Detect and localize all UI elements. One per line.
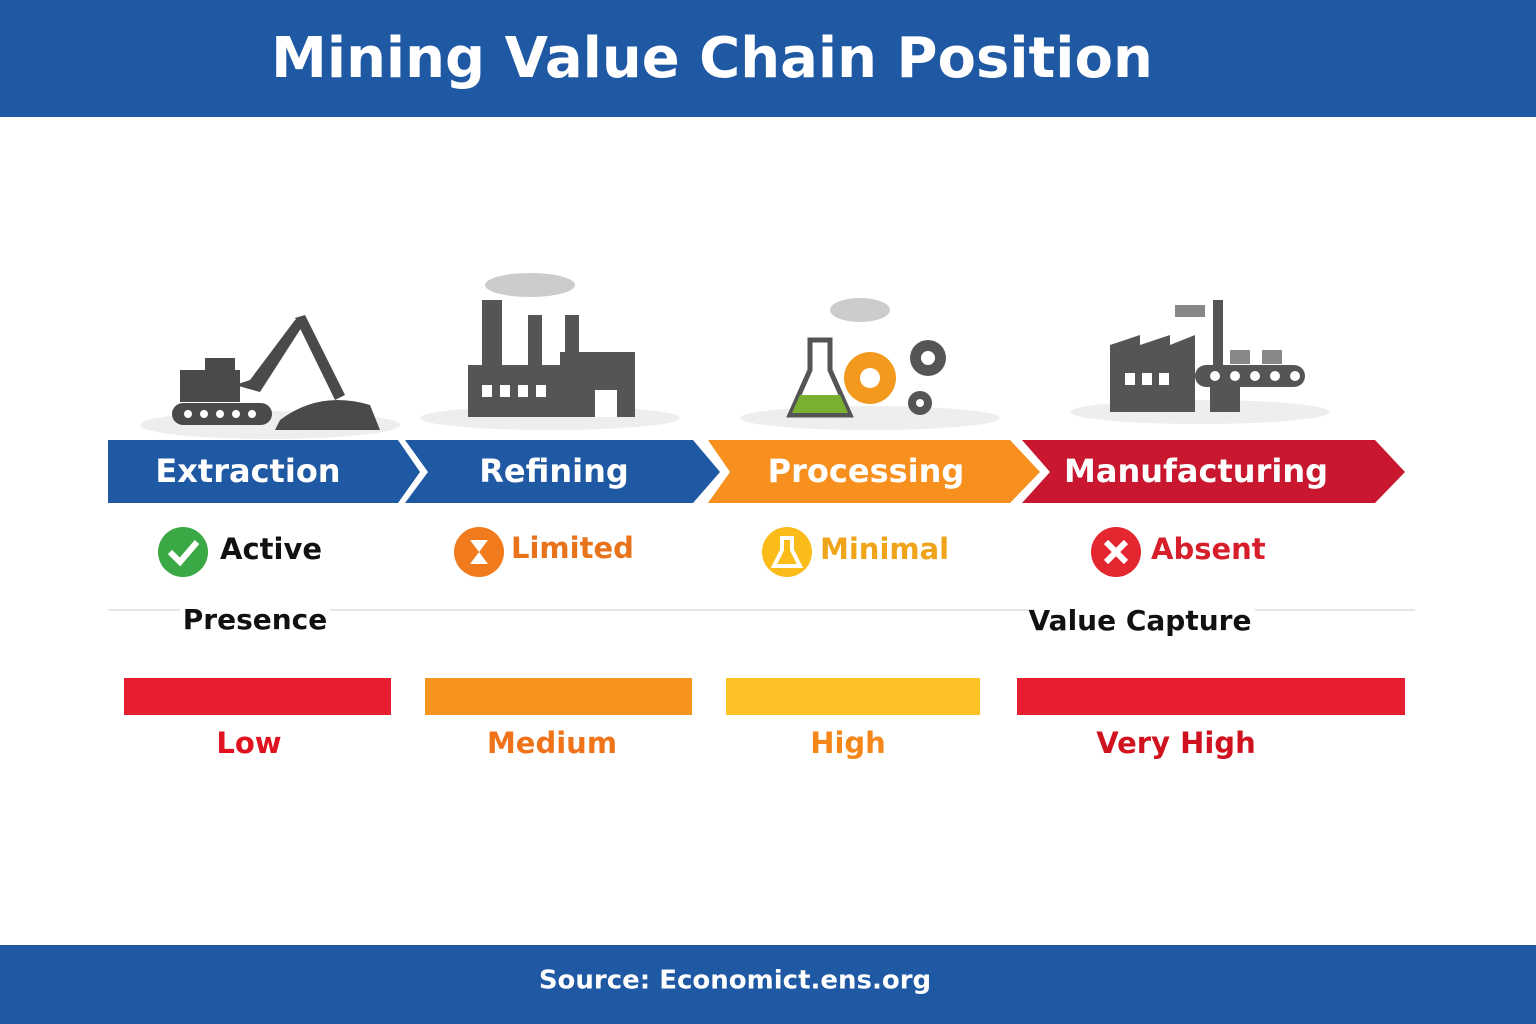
excavator-icon xyxy=(140,315,400,439)
manufacturing-icon xyxy=(1070,300,1330,424)
status: Active xyxy=(220,532,322,566)
label-bg xyxy=(180,598,330,638)
status-icon xyxy=(1103,539,1129,565)
footer-band xyxy=(0,945,1536,1024)
row-label: Presence xyxy=(183,603,328,636)
stage-name: Extraction xyxy=(155,452,340,490)
status: Limited xyxy=(511,531,634,565)
stage-name: Processing xyxy=(768,452,965,490)
stage-arrow xyxy=(708,440,1040,503)
level: High xyxy=(810,726,886,760)
stage-arrow xyxy=(1022,440,1405,503)
title: Mining Value Chain Position xyxy=(271,26,1153,91)
row-label: Value Capture xyxy=(1029,604,1252,637)
stage-name: Manufacturing xyxy=(1064,452,1328,490)
status-icon xyxy=(470,540,488,564)
status-icon xyxy=(158,527,208,577)
label-bg xyxy=(1035,598,1255,638)
level-bar xyxy=(726,678,980,715)
stage-name: Refining xyxy=(479,452,629,490)
refinery-icon xyxy=(420,273,680,430)
header-band xyxy=(0,0,1536,117)
level: Very High xyxy=(1096,726,1255,760)
level-bar xyxy=(1017,678,1405,715)
status-icon xyxy=(762,527,812,577)
stage-arrow xyxy=(108,440,420,503)
level: Medium xyxy=(487,726,617,760)
processing-icon xyxy=(740,298,1000,430)
status: Minimal xyxy=(820,532,949,566)
status: Absent xyxy=(1151,532,1266,566)
source: Source: Economict.ens.org xyxy=(539,966,931,996)
level-bar xyxy=(124,678,391,715)
stage-arrow xyxy=(405,440,720,503)
status-icon xyxy=(167,540,200,567)
level: Low xyxy=(216,726,281,760)
status-icon xyxy=(770,536,804,568)
level-bar xyxy=(425,678,692,715)
